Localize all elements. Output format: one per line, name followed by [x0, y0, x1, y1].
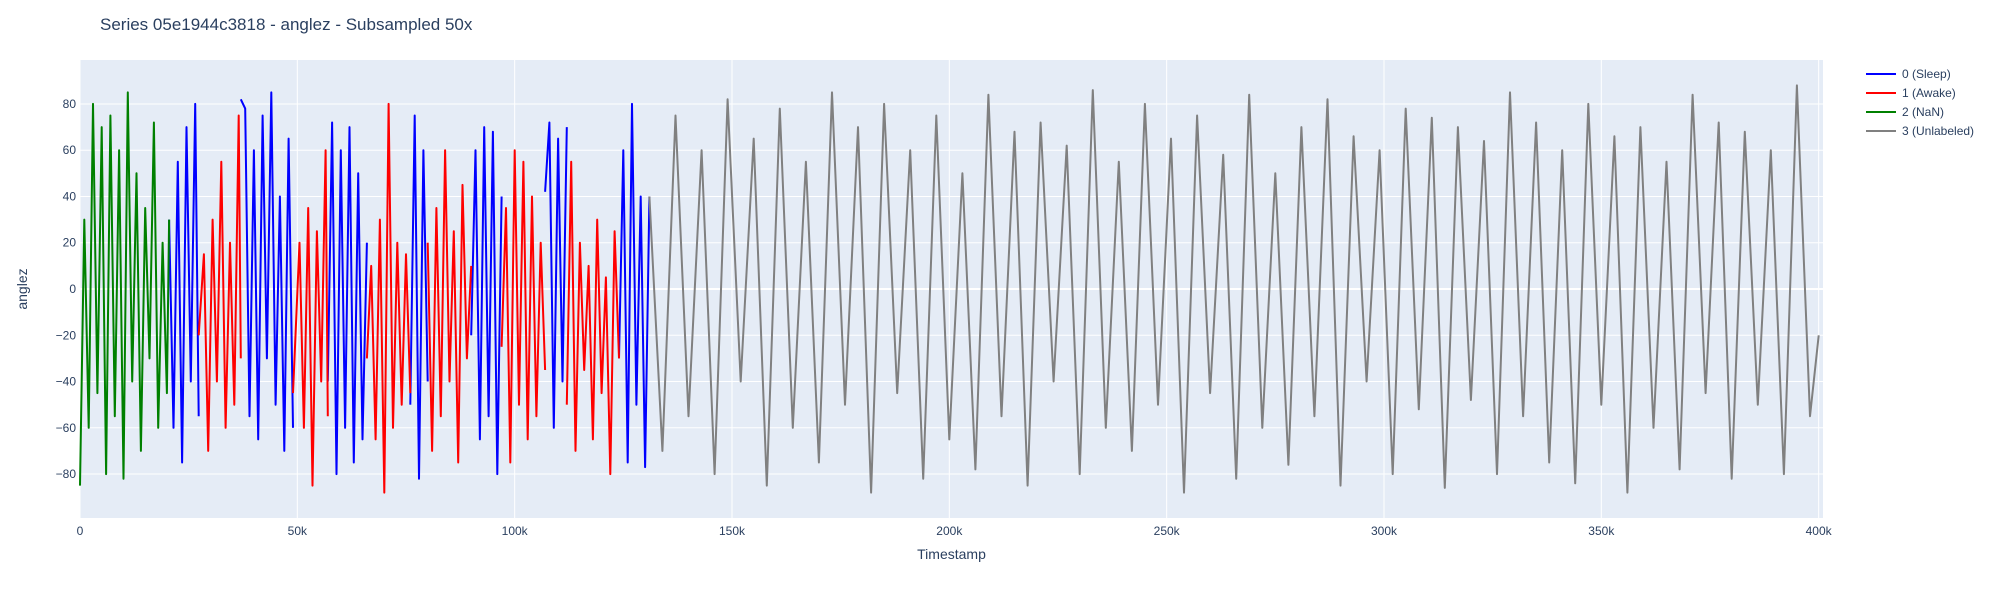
- x-tick-label: 350k: [1588, 524, 1615, 538]
- series-line: [500, 149, 547, 464]
- legend-item[interactable]: 0 (Sleep): [1866, 67, 1951, 81]
- series-line: [409, 114, 429, 480]
- chart-title: Series 05e1944c3818 - anglez - Subsample…: [100, 15, 473, 34]
- x-tick-label: 50k: [288, 524, 308, 538]
- y-tick-label: −80: [56, 467, 77, 481]
- y-axis-title: anglez: [14, 268, 30, 309]
- series-line: [197, 114, 242, 452]
- series-line: [168, 102, 200, 464]
- y-tick-label: 80: [63, 97, 77, 111]
- legend-item[interactable]: 2 (NaN): [1866, 105, 1944, 119]
- y-tick-label: 60: [63, 143, 77, 157]
- series-line: [470, 126, 503, 476]
- x-tick-label: 400k: [1806, 524, 1833, 538]
- y-tick-label: 40: [63, 189, 77, 203]
- y-axis-ticks: −80 −60 −40 −20 0 20 40 60 80: [56, 97, 77, 481]
- series-line: [544, 121, 568, 429]
- series-line: [365, 102, 412, 494]
- x-tick-label: 250k: [1154, 524, 1181, 538]
- series-lines: [79, 84, 1820, 494]
- y-tick-label: −20: [56, 328, 77, 342]
- x-tick-label: 200k: [936, 524, 963, 538]
- legend-label: 0 (Sleep): [1902, 67, 1951, 81]
- legend[interactable]: 0 (Sleep) 1 (Awake) 2 (NaN) 3 (Unlabeled): [1866, 67, 1974, 138]
- x-axis-title: Timestamp: [917, 546, 986, 562]
- series-line: [648, 84, 1820, 494]
- y-tick-label: −60: [56, 421, 77, 435]
- x-tick-label: 300k: [1371, 524, 1398, 538]
- y-tick-label: 20: [63, 236, 77, 250]
- series-line: [565, 160, 620, 476]
- y-tick-label: 0: [69, 282, 76, 296]
- series-line: [292, 149, 329, 487]
- legend-item[interactable]: 1 (Awake): [1866, 86, 1956, 100]
- series-line: [239, 91, 294, 452]
- series-line: [618, 102, 651, 469]
- series-line: [79, 91, 171, 486]
- legend-label: 3 (Unlabeled): [1902, 124, 1974, 138]
- x-tick-label: 100k: [502, 524, 529, 538]
- x-tick-label: 0: [77, 524, 84, 538]
- series-line: [326, 121, 368, 476]
- legend-item[interactable]: 3 (Unlabeled): [1866, 124, 1974, 138]
- legend-label: 1 (Awake): [1902, 86, 1956, 100]
- series-line: [426, 149, 473, 464]
- x-tick-label: 150k: [719, 524, 746, 538]
- legend-label: 2 (NaN): [1902, 105, 1944, 119]
- x-axis-ticks: 0 50k 100k 150k 200k 250k 300k 350k 400k: [77, 524, 1833, 538]
- y-tick-label: −40: [56, 375, 77, 389]
